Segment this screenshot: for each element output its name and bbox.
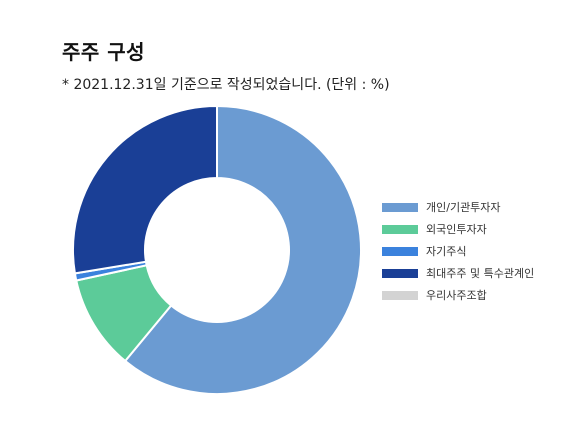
legend-swatch (382, 224, 418, 234)
legend-label: 외국인투자자 (426, 223, 487, 236)
legend-item: 우리사주조합 (382, 284, 534, 306)
legend-label: 최대주주 및 특수관계인 (426, 267, 535, 280)
legend-swatch (382, 246, 418, 256)
legend-item: 최대주주 및 특수관계인 (382, 262, 534, 284)
legend-swatch (382, 268, 418, 278)
donut-slice-4 (72, 104, 218, 275)
chart-subtitle: * 2021.12.31일 기준으로 작성되었습니다. (단위 : %) (62, 77, 390, 93)
legend-label: 우리사주조합 (426, 289, 487, 302)
legend-label: 자기주식 (426, 245, 467, 258)
chart-title: 주주 구성 (62, 40, 146, 64)
donut-slice-1 (123, 104, 362, 395)
legend-swatch (382, 202, 418, 212)
legend-label: 개인/기관투자자 (426, 201, 501, 214)
legend-swatch (382, 290, 418, 300)
legend-item: 개인/기관투자자 (382, 196, 534, 218)
legend-item: 자기주식 (382, 240, 534, 262)
legend-item: 외국인투자자 (382, 218, 534, 240)
